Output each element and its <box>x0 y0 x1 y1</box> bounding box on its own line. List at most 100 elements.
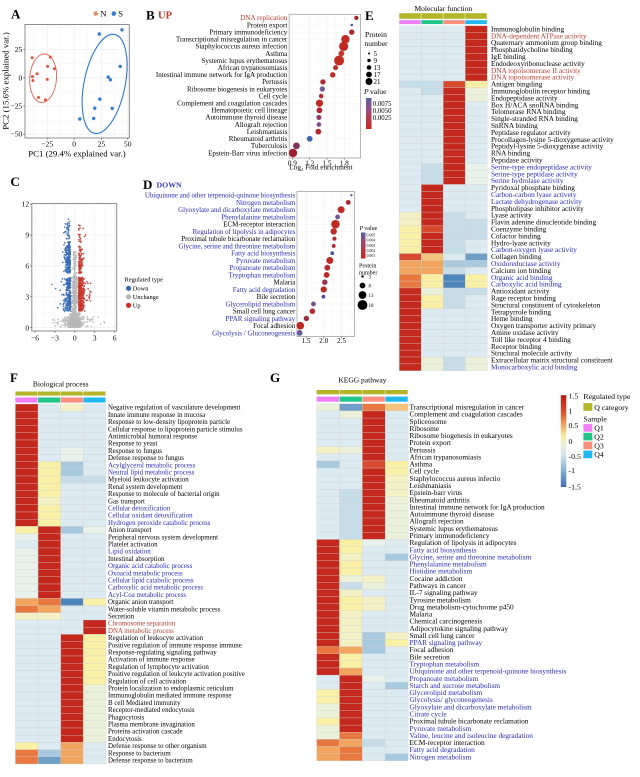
svg-text:S: S <box>118 8 123 18</box>
svg-text:Epstein-Barr virus infection: Epstein-Barr virus infection <box>208 149 288 157</box>
svg-text:17: 17 <box>374 71 382 79</box>
svg-text:Positive regulation of immune: Positive regulation of immune response i… <box>108 642 242 649</box>
svg-text:Regulation of lymphocyte activ: Regulation of lymphocyte activation <box>108 664 209 671</box>
svg-text:Protein: Protein <box>359 264 376 270</box>
svg-text:Primary immunodeficiency: Primary immunodeficiency <box>410 531 490 540</box>
svg-text:PC2 (15.6% explained var.): PC2 (15.6% explained var.) <box>1 32 11 130</box>
svg-text:Rheumatoid arthritis: Rheumatoid arthritis <box>229 135 288 143</box>
svg-text:DNA metabolic process: DNA metabolic process <box>108 628 174 635</box>
svg-text:−25: −25 <box>41 140 53 149</box>
svg-text:0: 0 <box>19 73 23 82</box>
svg-text:Response-regulating signaling: Response-regulating signaling pathway <box>108 650 217 657</box>
svg-text:ECM-receptor interaction: ECM-receptor interaction <box>410 738 486 747</box>
svg-text:Antigen bingding: Antigen bingding <box>491 80 543 89</box>
svg-text:Bile secretion: Bile secretion <box>410 652 451 661</box>
svg-text:Unchange: Unchange <box>133 294 159 301</box>
svg-text:Peripheral nervous system deve: Peripheral nervous system development <box>108 534 218 541</box>
svg-text:Carboxylic acid metabolic proc: Carboxylic acid metabolic process <box>108 585 203 592</box>
svg-text:Fatty acid biosynthesis: Fatty acid biosynthesis <box>410 545 477 554</box>
svg-text:Cell cycle: Cell cycle <box>410 467 439 476</box>
svg-text:1: 1 <box>569 407 573 416</box>
svg-text:0.002: 0.002 <box>367 249 376 253</box>
svg-text:Glyoxylate and dicarboxylate m: Glyoxylate and dicarboxylate metabolism <box>178 206 296 214</box>
svg-text:−6: −6 <box>31 333 39 342</box>
svg-text:-1.5: -1.5 <box>569 483 581 492</box>
svg-text:Tryptophan metabolism: Tryptophan metabolism <box>228 271 295 279</box>
svg-text:Flavin adenine dinucleotide bi: Flavin adenine dinucleotide binding <box>491 218 597 227</box>
svg-text:Ribosome: Ribosome <box>410 424 440 433</box>
svg-text:Pyruvate metabolism: Pyruvate metabolism <box>410 724 472 733</box>
svg-text:Regulation of lipolysis in adi: Regulation of lipolysis in adipocytes <box>410 538 517 547</box>
svg-text:Epstein-barr virus: Epstein-barr virus <box>410 488 463 497</box>
svg-text:Systemic lupus erythematosus: Systemic lupus erythematosus <box>410 524 499 533</box>
svg-text:number: number <box>359 271 377 277</box>
svg-text:African trypanosomiasis: African trypanosomiasis <box>410 452 482 461</box>
svg-text:Immunoglobulin binding: Immunoglobulin binding <box>491 24 565 33</box>
svg-text:Coenzyme binding: Coenzyme binding <box>491 224 547 233</box>
svg-text:African trypanosomiasis: African trypanosomiasis <box>218 64 288 72</box>
svg-text:Cellular detoxification: Cellular detoxification <box>108 506 171 513</box>
svg-text:PPAR signaling pathway: PPAR signaling pathway <box>226 315 296 323</box>
svg-text:Cell cycle: Cell cycle <box>259 92 288 100</box>
svg-text:Secretion: Secretion <box>108 614 135 621</box>
svg-text:Up: Up <box>133 303 141 310</box>
svg-text:6: 6 <box>113 333 117 342</box>
svg-text:Defense response to fungus: Defense response to fungus <box>108 455 184 462</box>
svg-text:Q3: Q3 <box>594 441 604 450</box>
svg-text:Defense response to other orga: Defense response to other organism <box>108 743 207 750</box>
svg-text:C: C <box>10 174 19 189</box>
svg-text:0.005: 0.005 <box>367 234 376 238</box>
svg-text:-1: -1 <box>569 466 576 475</box>
svg-text:13: 13 <box>369 294 375 299</box>
svg-text:3: 3 <box>25 292 29 301</box>
svg-text:Glycine, serine and threonine: Glycine, serine and threonine metabolism <box>410 552 532 561</box>
svg-text:DNA topoisomerase activity: DNA topoisomerase activity <box>491 73 574 82</box>
svg-text:Myeloid leukocyte activation: Myeloid leukocyte activation <box>108 477 189 484</box>
svg-text:Chromosome separation: Chromosome separation <box>108 621 176 628</box>
svg-text:0.004: 0.004 <box>367 239 376 243</box>
svg-text:Chemical carcinogenesis: Chemical carcinogenesis <box>410 617 483 626</box>
svg-text:Glycerolipid metabolism: Glycerolipid metabolism <box>410 688 483 697</box>
svg-text:Protein localization to endopl: Protein localization to endoplasmic reti… <box>108 686 234 693</box>
svg-text:Neutral lipid metabolic proces: Neutral lipid metabolic process <box>108 470 195 477</box>
svg-text:P: P <box>359 226 364 232</box>
svg-text:Lactate dehydrogenase activity: Lactate dehydrogenase activity <box>491 197 582 206</box>
svg-text:E: E <box>365 8 374 23</box>
svg-text:Anion transport: Anion transport <box>108 527 152 534</box>
svg-text:Heme binding: Heme binding <box>491 314 533 323</box>
svg-text:Innate immune response in muco: Innate immune response in mucosa <box>108 412 205 419</box>
svg-text:Q2: Q2 <box>594 432 604 441</box>
svg-text:B: B <box>146 8 155 23</box>
svg-text:Glycolysis/ glyconeogenesis: Glycolysis/ glyconeogenesis <box>410 695 493 704</box>
svg-text:0: 0 <box>72 140 76 149</box>
svg-text:3: 3 <box>369 276 372 281</box>
svg-text:Regulated type: Regulated type <box>125 277 164 284</box>
svg-text:Histidine metabolism: Histidine metabolism <box>410 567 473 576</box>
svg-text:Carboxylic acid binding: Carboxylic acid binding <box>491 280 562 289</box>
svg-text:UP: UP <box>158 11 173 22</box>
svg-text:Autoimmune thyroid disease: Autoimmune thyroid disease <box>205 114 287 122</box>
svg-text:Adipocytokine signaling pathwa: Adipocytokine signaling pathway <box>410 624 509 633</box>
svg-text:Tuberculosis: Tuberculosis <box>251 142 288 150</box>
svg-text:P: P <box>363 87 369 96</box>
svg-text:0.9: 0.9 <box>288 159 297 167</box>
svg-text:Fatty acid degradation: Fatty acid degradation <box>233 286 296 294</box>
svg-text:Small cell lung cancer: Small cell lung cancer <box>233 308 296 316</box>
svg-text:9: 9 <box>374 57 378 65</box>
svg-text:Q category: Q category <box>594 403 629 412</box>
svg-text:KEGG pathway: KEGG pathway <box>338 376 386 385</box>
svg-text:Pyridoxal phosphate binding: Pyridoxal phosphate binding <box>491 183 575 192</box>
svg-text:Q4: Q4 <box>594 450 604 459</box>
svg-text:PC1 (29.4% explained var.): PC1 (29.4% explained var.) <box>28 149 126 159</box>
svg-text:3: 3 <box>93 333 97 342</box>
svg-text:Acylglycerol metabolic process: Acylglycerol metabolic process <box>108 462 196 469</box>
svg-text:Cofactor binding: Cofactor binding <box>491 231 541 240</box>
svg-text:Single-stranded RNA binding: Single-stranded RNA binding <box>491 114 578 123</box>
svg-text:Peptidyl-lysine 5-dioxygenase: Peptidyl-lysine 5-dioxygenase activity <box>491 142 604 151</box>
svg-text:Regulation of leukocyte activa: Regulation of leukocyte activation <box>108 635 204 642</box>
svg-text:Phospholipase inhibitor activi: Phospholipase inhibitor activity <box>491 204 584 213</box>
svg-text:Nitrogen metabolism: Nitrogen metabolism <box>236 199 296 207</box>
svg-text:Starch and sucrose metabolism: Starch and sucrose metabolism <box>410 681 501 690</box>
svg-text:Protein export: Protein export <box>247 21 287 29</box>
svg-text:12: 12 <box>22 200 30 209</box>
